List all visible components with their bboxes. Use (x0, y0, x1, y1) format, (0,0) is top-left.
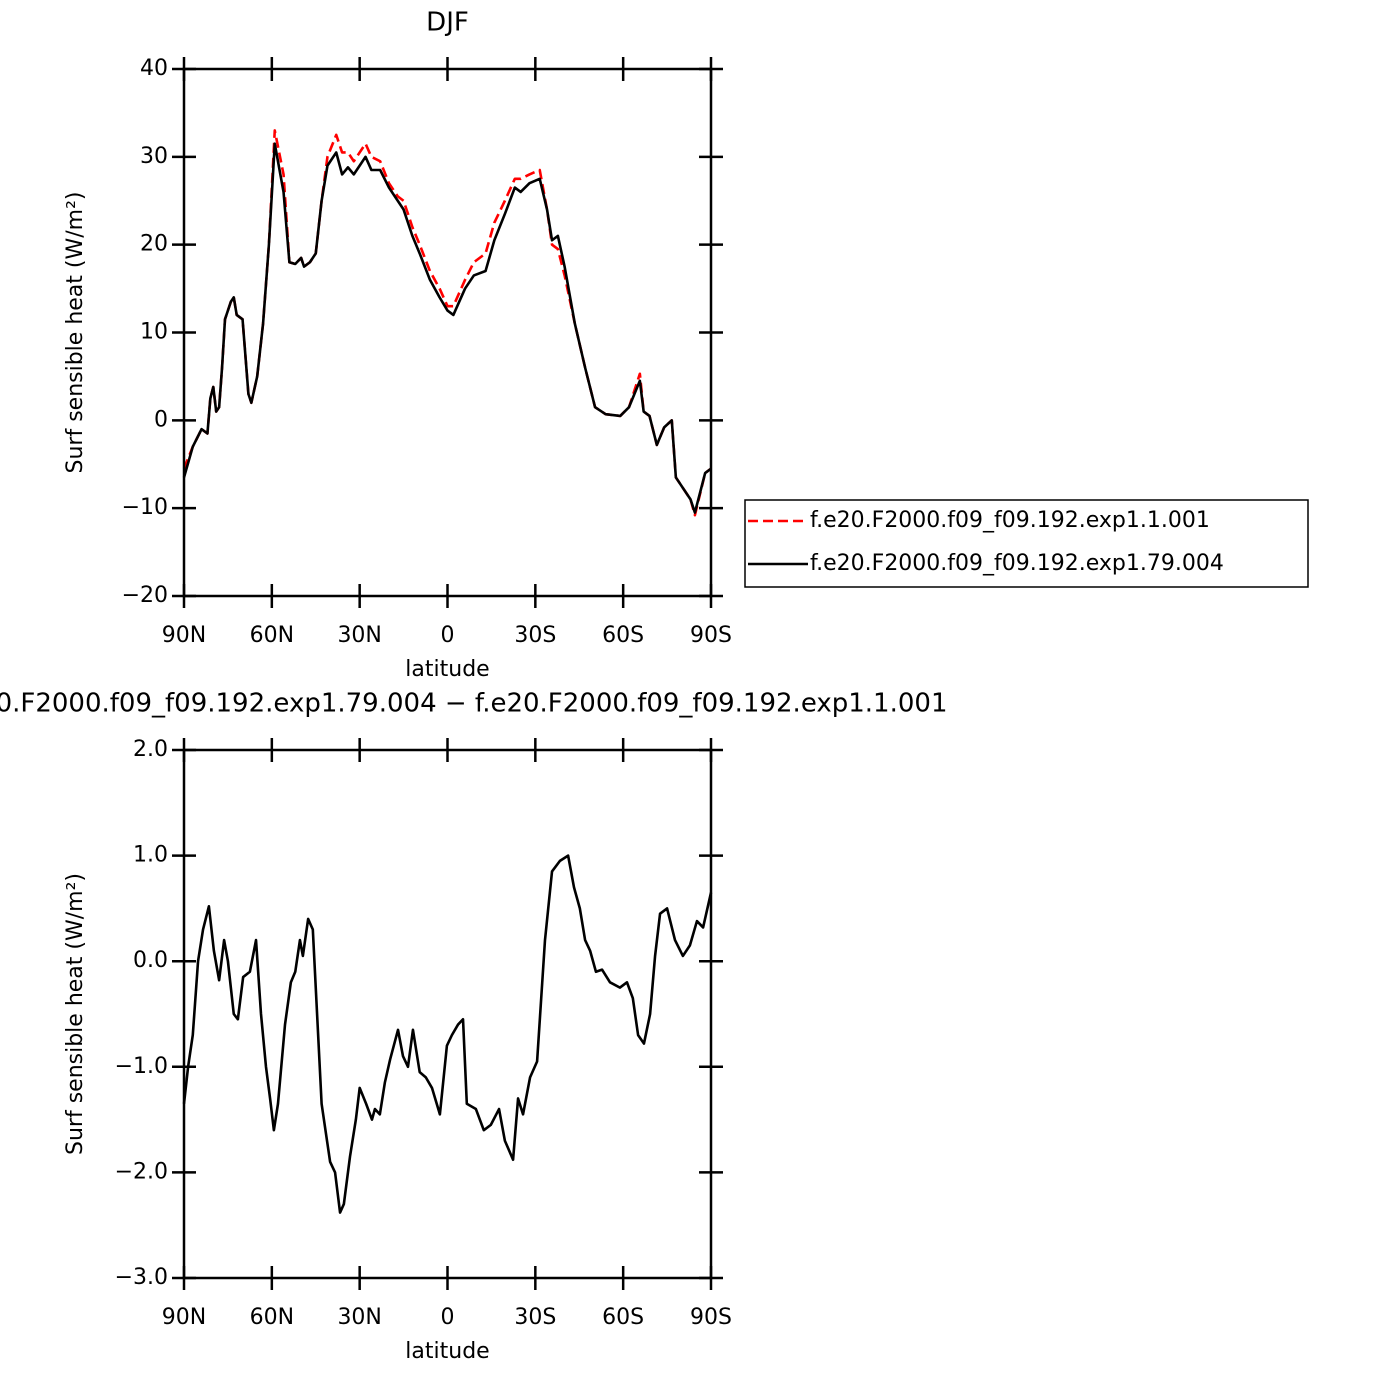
plot-frame (182, 748, 713, 1280)
x-tick-label: 90N (162, 623, 206, 648)
x-tick-label: 90N (162, 1305, 206, 1330)
x-axis-label: latitude (405, 657, 489, 682)
x-tick-label: 90S (690, 623, 732, 648)
x-tick-label: 0 (441, 1305, 455, 1330)
x-axis-label: latitude (405, 1339, 489, 1364)
x-tick-label: 30S (514, 1305, 556, 1330)
y-axis-label: Surf sensible heat (W/m²) (63, 873, 88, 1155)
y-tick-label: 2.0 (133, 737, 168, 762)
legend-label: f.e20.F2000.f09_f09.192.exp1.79.004 (810, 551, 1224, 576)
x-tick-label: 60S (602, 623, 644, 648)
data-line (182, 142, 712, 514)
x-tick-label: 0 (441, 623, 455, 648)
legend-label: f.e20.F2000.f09_f09.192.exp1.1.001 (810, 508, 1210, 533)
y-tick-label: 10 (140, 320, 168, 345)
y-tick-label: −1.0 (115, 1054, 168, 1079)
legend-box (744, 499, 1309, 588)
y-tick-label: −20 (122, 583, 168, 608)
y-tick-label: −3.0 (115, 1265, 168, 1290)
y-tick-label: 1.0 (133, 843, 168, 868)
x-tick-label: 60N (250, 623, 294, 648)
x-tick-label: 30S (514, 623, 556, 648)
plot-frame (182, 67, 713, 598)
y-tick-label: −2.0 (115, 1159, 168, 1184)
x-tick-label: 30N (337, 623, 381, 648)
x-tick-label: 90S (690, 1305, 732, 1330)
y-tick-label: −10 (122, 495, 168, 520)
chart-title: f.e20.F2000.f09_f09.192.exp1.79.004 − f.… (0, 689, 947, 719)
y-tick-label: 40 (140, 56, 168, 81)
y-tick-label: 20 (140, 232, 168, 257)
data-line (182, 854, 713, 1214)
y-tick-label: 30 (140, 144, 168, 169)
y-axis-label: Surf sensible heat (W/m²) (63, 192, 88, 474)
y-tick-label: 0 (154, 407, 168, 432)
x-tick-label: 30N (337, 1305, 381, 1330)
chart-title: DJF (426, 8, 469, 38)
x-tick-label: 60N (250, 1305, 294, 1330)
y-tick-label: 0.0 (133, 948, 168, 973)
x-tick-label: 60S (602, 1305, 644, 1330)
